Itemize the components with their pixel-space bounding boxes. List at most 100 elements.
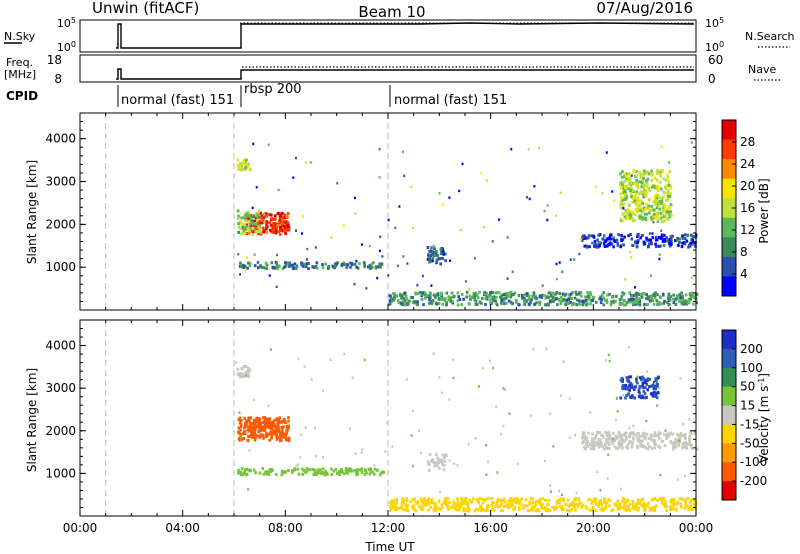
- data-cell: [638, 216, 641, 220]
- data-cell: [463, 497, 467, 501]
- data-cell: [393, 295, 396, 299]
- data-cell: [478, 300, 482, 304]
- data-cell: [243, 227, 246, 230]
- data-cell: [435, 261, 438, 265]
- data-cell: [668, 298, 672, 302]
- data-cell: [373, 464, 376, 467]
- data-cell: [619, 245, 622, 249]
- data-cell: [485, 473, 488, 476]
- data-cell: [656, 168, 659, 172]
- data-cell: [245, 419, 248, 423]
- data-cell: [459, 228, 462, 232]
- data-cell: [240, 373, 243, 377]
- data-cell: [420, 297, 424, 301]
- data-cell: [462, 509, 465, 513]
- data-cell: [622, 188, 625, 192]
- colorbar-tick-label: 15: [740, 399, 755, 413]
- data-cell: [249, 222, 252, 226]
- data-cell: [268, 467, 272, 471]
- data-cell: [630, 237, 634, 241]
- data-cell: [257, 266, 260, 270]
- data-cell: [360, 467, 363, 471]
- data-cell: [316, 471, 320, 475]
- data-cell: [630, 194, 633, 198]
- data-cell: [632, 196, 636, 200]
- data-cell: [604, 239, 607, 243]
- data-cell: [414, 292, 417, 296]
- data-cell: [446, 505, 450, 508]
- data-cell: [619, 487, 622, 491]
- data-cell: [281, 226, 284, 230]
- colorbar-swatch: [722, 120, 736, 140]
- data-cell: [489, 298, 492, 302]
- data-cell: [251, 226, 255, 230]
- data-cell: [381, 255, 384, 258]
- data-cell: [302, 262, 305, 266]
- data-cell: [334, 467, 338, 471]
- data-cell: [665, 436, 668, 440]
- data-cell: [687, 245, 690, 249]
- data-cell: [379, 471, 383, 475]
- data-cell: [336, 261, 339, 265]
- data-cell: [681, 234, 684, 238]
- data-cell: [666, 239, 669, 243]
- data-cell: [265, 267, 268, 271]
- data-cell: [624, 431, 628, 435]
- data-cell: [621, 203, 624, 206]
- data-cell: [636, 381, 639, 385]
- data-cell: [528, 500, 532, 504]
- data-cell: [581, 303, 585, 307]
- data-cell: [343, 352, 346, 356]
- data-cell: [637, 390, 641, 393]
- data-cell: [684, 436, 687, 440]
- data-cell: [631, 212, 635, 216]
- data-cell: [558, 489, 561, 493]
- data-cell: [265, 220, 268, 224]
- data-cell: [239, 220, 242, 224]
- data-cell: [456, 299, 460, 303]
- data-cell: [634, 286, 636, 289]
- data-cell: [566, 498, 570, 502]
- data-cell: [643, 193, 647, 197]
- data-cell: [629, 189, 632, 192]
- data-cell: [562, 360, 565, 363]
- data-cell: [282, 220, 285, 224]
- data-cell: [244, 212, 247, 216]
- data-cell: [640, 185, 643, 189]
- data-cell: [636, 432, 639, 436]
- data-cell: [623, 195, 627, 199]
- data-cell: [628, 383, 631, 387]
- data-cell: [588, 297, 591, 301]
- data-cell: [287, 426, 290, 430]
- data-cell: [628, 426, 631, 430]
- data-cell: [676, 237, 679, 240]
- data-cell: [265, 231, 268, 235]
- data-cell: [244, 270, 247, 273]
- data-cell: [607, 353, 610, 357]
- data-cell: [643, 381, 647, 385]
- data-cell: [438, 192, 441, 195]
- data-cell: [304, 161, 307, 164]
- data-cell: [645, 432, 649, 436]
- data-cell: [421, 274, 424, 278]
- data-cell: [632, 168, 635, 172]
- data-cell: [631, 303, 635, 307]
- data-cell: [622, 303, 626, 307]
- data-cell: [607, 453, 610, 457]
- data-cell: [584, 505, 588, 509]
- data-cell: [626, 392, 630, 396]
- data-cell: [682, 423, 685, 426]
- data-cell: [625, 212, 629, 216]
- data-cell: [243, 426, 246, 430]
- data-cell: [666, 175, 670, 179]
- data-cell: [570, 297, 573, 300]
- data-cell: [377, 265, 380, 269]
- data-cell: [588, 508, 592, 512]
- data-cell: [379, 265, 382, 269]
- data-cell: [567, 504, 571, 508]
- data-cell: [662, 195, 665, 199]
- data-cell: [673, 440, 677, 444]
- data-cell: [381, 470, 385, 474]
- data-cell: [404, 294, 408, 298]
- data-cell: [673, 298, 677, 302]
